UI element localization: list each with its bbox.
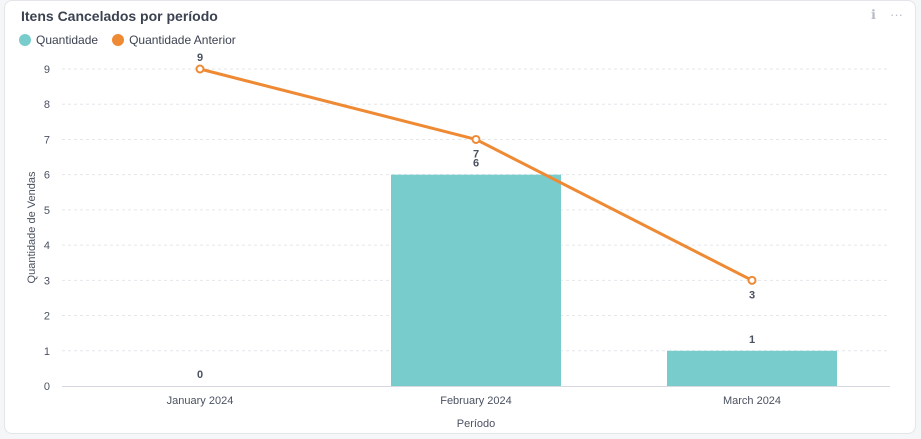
y-tick-label: 8 [44,99,50,111]
y-tick-label: 6 [44,170,50,182]
x-tick-label: February 2024 [440,395,512,407]
more-horizontal-icon[interactable]: ··· [890,7,903,22]
bar-data-label: 6 [473,158,479,170]
card-actions: ℹ ··· [871,7,903,23]
y-tick-label: 7 [44,134,50,146]
y-tick-label: 1 [44,346,50,358]
x-axis-title: Período [457,418,496,430]
line-data-label: 9 [197,52,203,64]
y-tick-label: 9 [44,64,50,76]
line-point-quantidade-anterior[interactable] [195,64,205,74]
y-tick-label: 4 [44,240,50,252]
bar-data-label: 1 [749,334,755,346]
line-point-quantidade-anterior[interactable] [471,134,481,144]
x-tick-label: January 2024 [167,395,234,407]
legend-item-quantidade[interactable]: Quantidade [19,33,98,47]
line-point-quantidade-anterior[interactable] [747,275,757,285]
legend-swatch-quantidade [19,34,31,46]
bar-quantidade[interactable] [667,350,837,386]
info-icon[interactable]: ℹ [871,7,876,22]
legend-label-quantidade-anterior: Quantidade Anterior [129,33,236,47]
chart-legend: Quantidade Quantidade Anterior [19,33,236,47]
bar-quantidade[interactable] [391,174,561,386]
y-tick-label: 3 [44,275,50,287]
chart-title: Itens Cancelados por período [21,8,218,24]
y-tick-label: 5 [44,205,50,217]
y-tick-label: 2 [44,311,50,323]
bar-data-label: 0 [197,369,203,381]
line-data-label: 3 [749,289,755,301]
legend-item-quantidade-anterior[interactable]: Quantidade Anterior [112,33,236,47]
legend-label-quantidade: Quantidade [36,33,99,47]
y-tick-label: 0 [44,381,50,393]
y-axis-title: Quantidade de Vendas [26,171,38,283]
x-tick-label: March 2024 [723,395,781,407]
line-data-label: 7 [473,148,479,160]
legend-swatch-quantidade-anterior [112,34,125,46]
